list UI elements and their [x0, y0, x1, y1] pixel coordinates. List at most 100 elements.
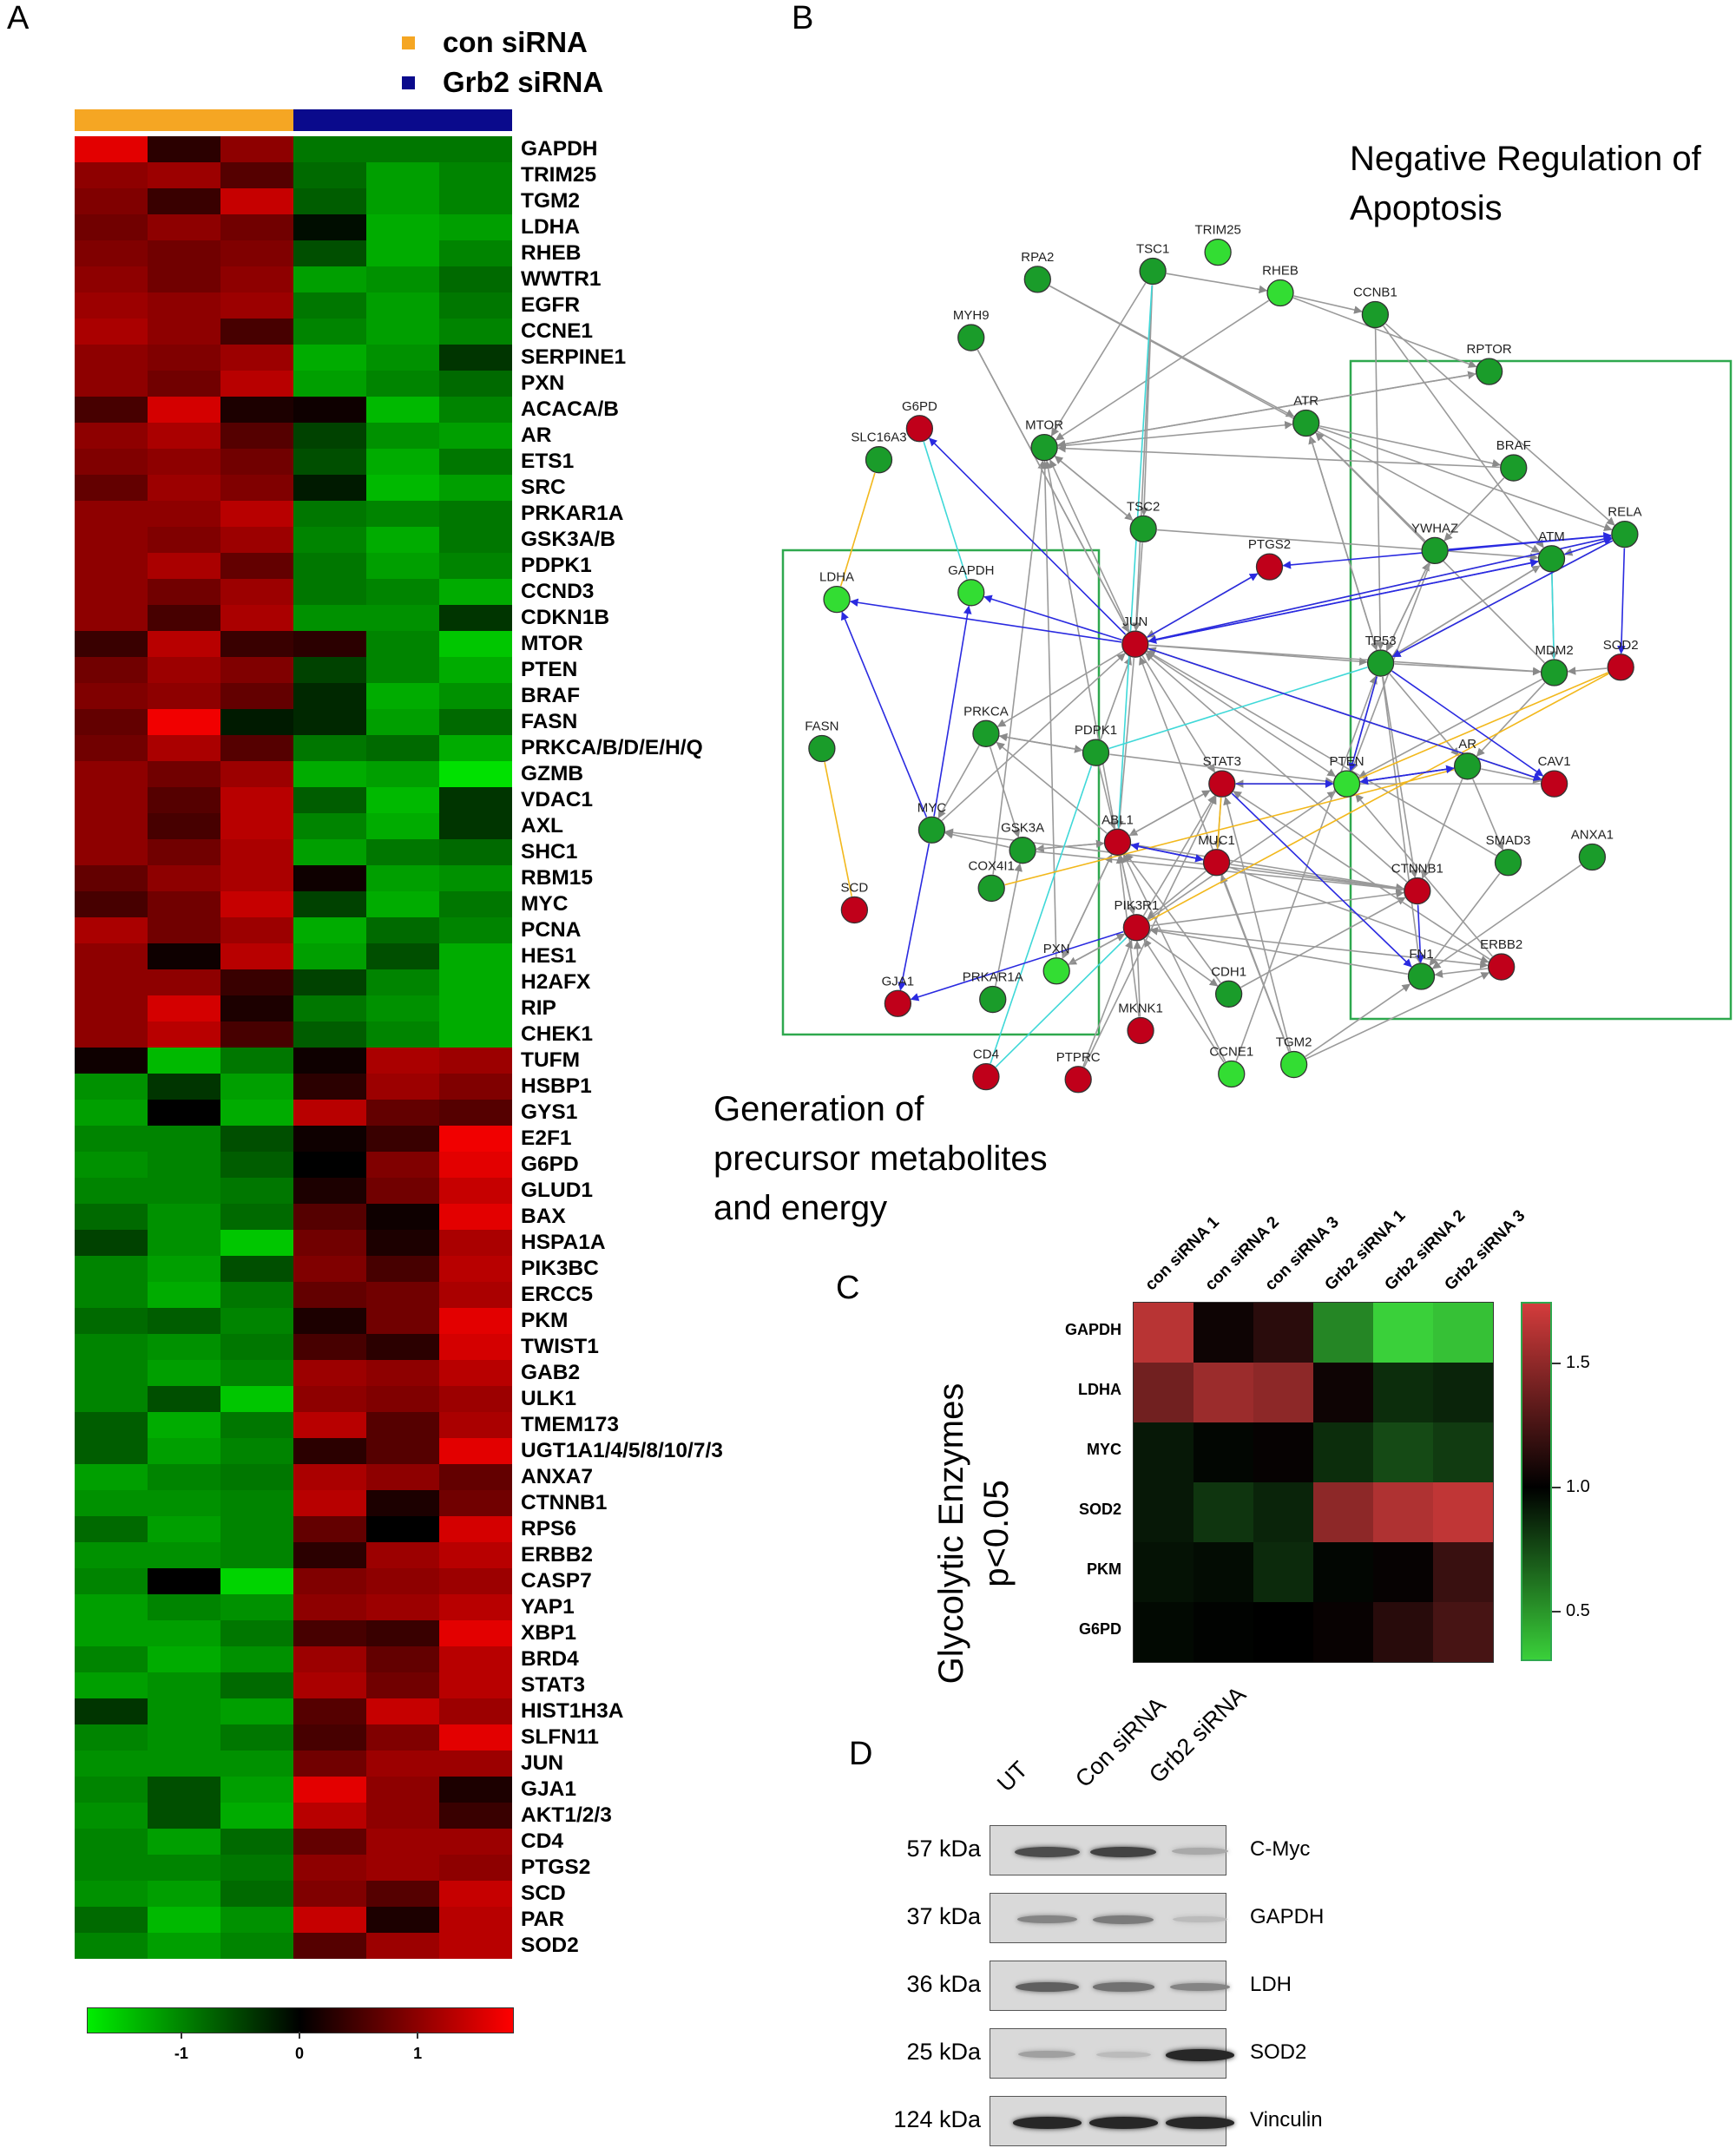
- network-node-label: TRIM25: [1194, 223, 1240, 238]
- heatmap-a-cell: [220, 136, 293, 162]
- heatmap-a-cell: [293, 605, 366, 631]
- gene-label: E2F1: [521, 1127, 572, 1150]
- heatmap-a-cell: [75, 709, 148, 735]
- gene-label: GJA1: [521, 1777, 577, 1801]
- heatmap-a-cell: [220, 1256, 293, 1282]
- heatmap-a-cell: [220, 162, 293, 188]
- gene-label: GAB2: [521, 1361, 581, 1384]
- heatmap-a-cell: [439, 1803, 512, 1829]
- wb-kda-label: 36 kDa: [906, 1971, 981, 1997]
- heatmap-a-cell: [148, 969, 220, 995]
- heatmap-a-cell: [439, 1698, 512, 1724]
- legend-swatch-grb2: [402, 76, 415, 89]
- network-node-label: CTNNB1: [1391, 862, 1443, 877]
- gene-label: ERCC5: [521, 1283, 594, 1306]
- network-node: [1009, 837, 1036, 864]
- heatmap-c-cell: [1313, 1422, 1373, 1482]
- scale-c-tick: [1552, 1610, 1561, 1613]
- heatmap-a-cell: [366, 162, 439, 188]
- heatmap-a-cell: [148, 1074, 220, 1100]
- gene-label: TMEM173: [521, 1413, 620, 1436]
- gene-label: CASP7: [521, 1569, 592, 1593]
- network-edge-gray: [1394, 663, 1542, 676]
- scale-c-tick-label: 1.5: [1566, 1353, 1590, 1373]
- network-edge-gray: [1150, 928, 1489, 969]
- network-node-label: TSC1: [1136, 242, 1169, 257]
- heatmap-a-cell: [220, 1048, 293, 1074]
- heatmap-a-cell: [366, 1855, 439, 1881]
- heatmap-a-cell: [148, 631, 220, 657]
- network-node-label: STAT3: [1203, 754, 1241, 769]
- network-node-label: TGM2: [1276, 1035, 1312, 1050]
- heatmap-a-cell: [439, 917, 512, 943]
- heatmap-a-cell: [148, 1230, 220, 1256]
- heatmap-a-cell: [148, 1542, 220, 1568]
- heatmap-a-cell: [220, 605, 293, 631]
- gene-label: HIST1H3A: [521, 1699, 624, 1723]
- gene-label: GZMB: [521, 762, 584, 785]
- network-edge-gray: [1147, 870, 1207, 920]
- wb-column-label: UT: [992, 1756, 1033, 1797]
- heatmap-a-cell: [148, 1308, 220, 1334]
- gene-label: GAPDH: [521, 137, 598, 161]
- network-edge-gray: [989, 746, 1021, 838]
- group-bar-con: [75, 109, 293, 131]
- heatmap-a-cell: [75, 319, 148, 345]
- heatmap-a-cell: [75, 136, 148, 162]
- heatmap-a-cell: [148, 1438, 220, 1464]
- heatmap-a-cell: [75, 683, 148, 709]
- heatmap-a-cell: [366, 1308, 439, 1334]
- gene-label: EGFR: [521, 293, 581, 317]
- heatmap-a-cell: [220, 1438, 293, 1464]
- network-edge-cyan: [995, 936, 1128, 1067]
- network-node: [1453, 752, 1482, 780]
- network-edge-blue: [1360, 765, 1455, 783]
- wb-kda-label: 124 kDa: [893, 2106, 981, 2132]
- network-node: [1279, 1050, 1308, 1079]
- heatmap-a-cell: [366, 1594, 439, 1620]
- heatmap-a-cell: [148, 1646, 220, 1672]
- heatmap-a-cell: [293, 891, 366, 917]
- heatmap-a-cell: [148, 527, 220, 553]
- heatmap-a-cell: [293, 1724, 366, 1751]
- wb-band: [1018, 2051, 1075, 2059]
- heatmap-a-cell: [366, 1282, 439, 1308]
- network-edge-gray: [1233, 791, 1490, 960]
- heatmap-a-cell: [366, 266, 439, 292]
- heatmap-a-cell: [148, 1490, 220, 1516]
- heatmap-a-cell: [439, 839, 512, 865]
- network-node-label: GJA1: [882, 974, 915, 989]
- heatmap-a-cell: [366, 1126, 439, 1152]
- heatmap-a-cell: [220, 891, 293, 917]
- heatmap-a-cell: [366, 813, 439, 839]
- heatmap-a-cell: [75, 761, 148, 787]
- network-edge-blue: [910, 930, 1124, 1002]
- heatmap-a-cell: [75, 995, 148, 1021]
- heatmap-a-cell: [220, 319, 293, 345]
- heatmap-a-cell: [148, 319, 220, 345]
- network-edge-gray: [1385, 562, 1430, 652]
- wb-band: [1095, 2051, 1151, 2058]
- network-edge-cyan: [990, 765, 1093, 1064]
- heatmap-a-cell: [293, 995, 366, 1021]
- network-node: [1540, 659, 1568, 686]
- heatmap-a-cell: [148, 917, 220, 943]
- heatmap-a-cell: [439, 319, 512, 345]
- heatmap-c-cell: [1194, 1363, 1253, 1422]
- heatmap-a-cell: [220, 1881, 293, 1907]
- scale-a-tick: [180, 2032, 182, 2039]
- network-node: [957, 579, 985, 607]
- network-edge-gray: [1122, 853, 1226, 1062]
- heatmap-a-cell: [439, 475, 512, 501]
- apoptosis-box: [1349, 359, 1733, 1021]
- heatmap-a-cell: [293, 1464, 366, 1490]
- heatmap-a-cell: [366, 1100, 439, 1126]
- heatmap-c-cell: [1373, 1422, 1433, 1482]
- heatmap-a-cell: [220, 1646, 293, 1672]
- wb-band: [1093, 1915, 1154, 1924]
- heatmap-a-cell: [220, 1490, 293, 1516]
- heatmap-a-cell: [439, 292, 512, 319]
- heatmap-a-cell: [293, 240, 366, 266]
- heatmap-a-cell: [293, 1282, 366, 1308]
- gene-label: G6PD: [521, 1153, 579, 1176]
